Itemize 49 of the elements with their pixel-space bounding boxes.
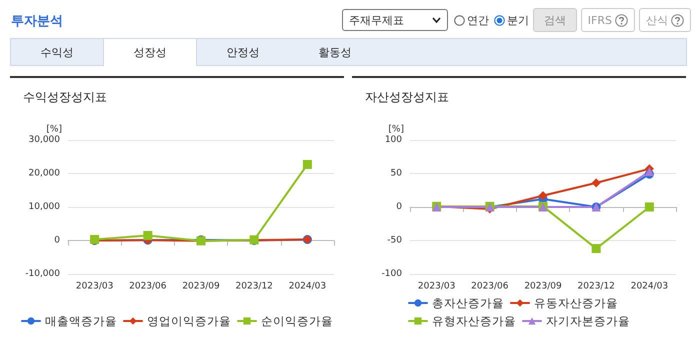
text: 산식 xyxy=(639,8,691,32)
x-tick-label: 2024/03 xyxy=(630,282,668,292)
y-tick-label: 30,000 xyxy=(28,135,60,145)
text: 안정성 xyxy=(226,44,260,60)
x-tick-label: 2023/09 xyxy=(524,282,562,292)
point xyxy=(302,160,312,169)
legend-label: 유형자산증가율 xyxy=(432,314,516,328)
legend-label: 영업이익증가율 xyxy=(147,314,231,328)
text: 성장성 xyxy=(103,39,197,66)
x-tick-label: 2024/03 xyxy=(288,282,326,292)
y-tick-label: 50 xyxy=(390,168,402,178)
x-tick-label: 2023/03 xyxy=(418,282,456,292)
y-tick-label: -50 xyxy=(387,236,402,246)
text: 분기 xyxy=(506,12,529,28)
chart-title: 자산성장성지표 xyxy=(365,90,449,104)
text: 주재무제표 xyxy=(348,12,404,28)
text: 수익성 xyxy=(40,44,74,60)
x-tick-label: 2023/09 xyxy=(182,282,220,292)
text: 활동성 xyxy=(318,44,352,60)
text: 투자분석 xyxy=(11,13,63,30)
y-tick-label: -100 xyxy=(382,269,402,279)
chart-title: 수익성장성지표 xyxy=(23,90,107,104)
y-tick-label: 100 xyxy=(384,135,402,145)
legend-label: 매출액증가율 xyxy=(45,314,117,328)
point xyxy=(592,178,601,188)
point xyxy=(538,191,548,200)
y-axis-title: [%] xyxy=(46,124,62,134)
y-tick-label: 20,000 xyxy=(28,168,60,178)
y-axis-title: [%] xyxy=(388,124,404,134)
point xyxy=(592,244,601,254)
x-tick-label: 2023/06 xyxy=(129,282,167,292)
text: IFRS xyxy=(580,8,635,32)
x-tick-label: 2023/12 xyxy=(578,282,615,292)
y-tick-label: 0 xyxy=(396,202,402,212)
y-tick-label: 10,000 xyxy=(28,202,60,212)
y-tick-label: 0 xyxy=(54,236,60,246)
text: 검색 xyxy=(532,8,577,32)
point xyxy=(644,166,654,176)
x-tick-label: 2023/12 xyxy=(236,282,273,292)
y-tick-label: -10,000 xyxy=(25,269,60,279)
x-tick-label: 2023/06 xyxy=(471,282,509,292)
point xyxy=(143,230,152,240)
text: 연간 xyxy=(466,12,489,28)
legend-label: 자기자본증가율 xyxy=(546,314,630,328)
point xyxy=(644,202,654,212)
x-tick-label: 2023/03 xyxy=(76,282,114,292)
legend-label: 순이익증가율 xyxy=(261,314,333,328)
legend-label: 유동자산증가율 xyxy=(534,296,618,310)
legend-label: 총자산증가율 xyxy=(432,296,504,310)
